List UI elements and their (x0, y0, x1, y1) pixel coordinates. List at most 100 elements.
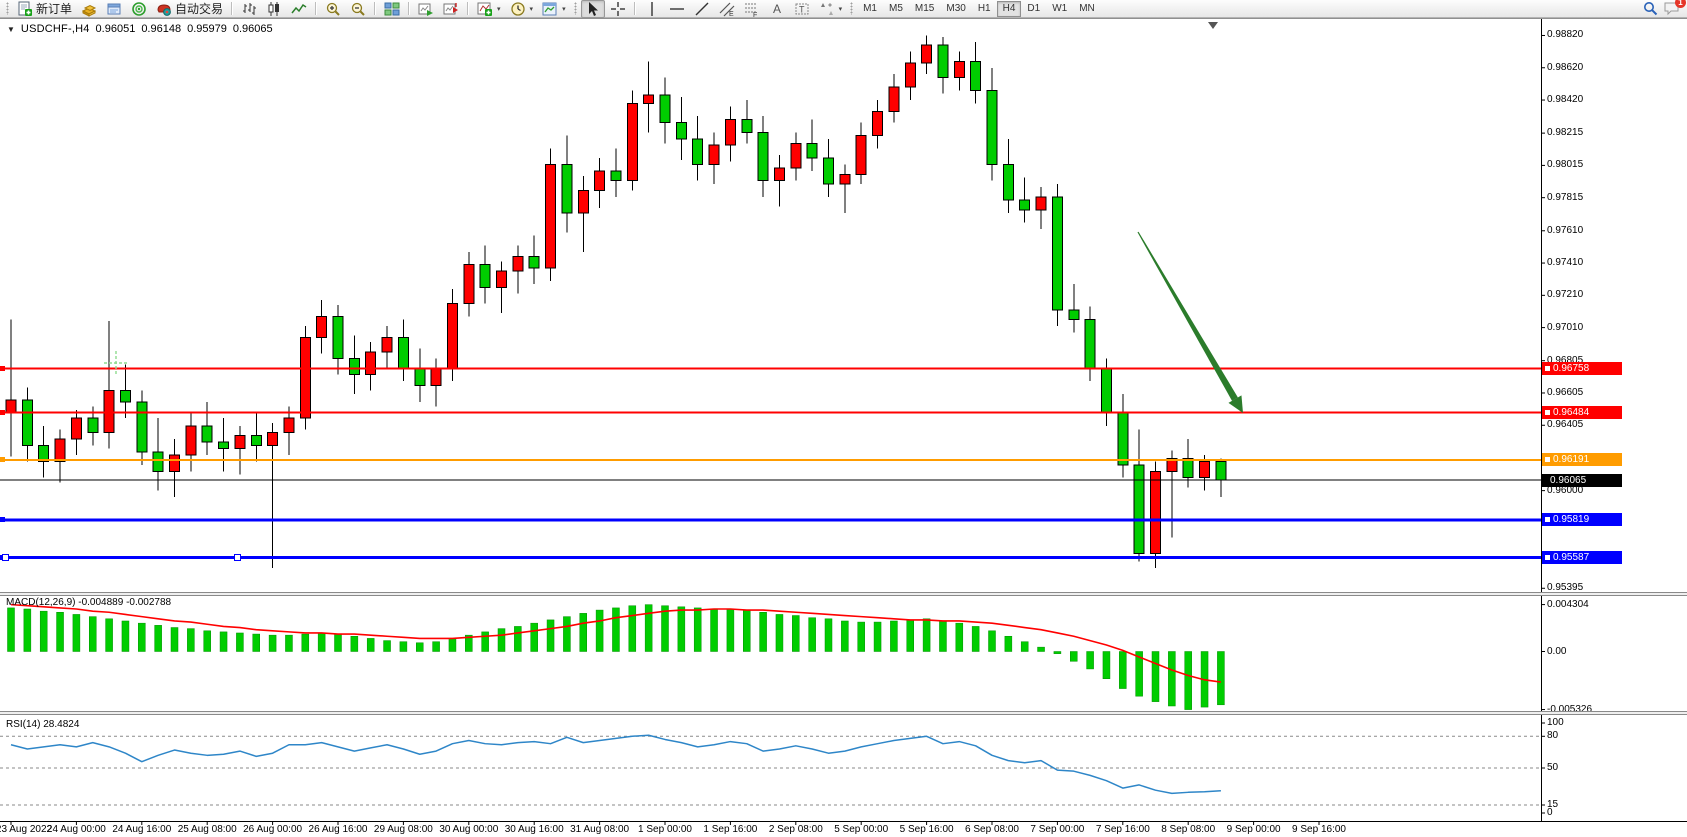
macd-histogram-bar (7, 607, 15, 652)
candle-body-up (512, 256, 524, 272)
new-order-label: 新订单 (36, 2, 73, 16)
candle-body-up (446, 302, 458, 369)
pane-splitter[interactable] (0, 711, 1687, 715)
rsi-tick-label: 80 (1547, 730, 1559, 742)
indicators-button[interactable]: ▾ (473, 0, 505, 18)
rsi-line (10, 734, 1221, 795)
candle-body-down (561, 164, 573, 214)
fibonacci-tool-button[interactable]: F (740, 0, 764, 18)
candle-body-up (5, 399, 17, 414)
candle-body-down (741, 118, 753, 133)
label-anchor-square (1545, 457, 1550, 463)
candle-body-down (757, 131, 769, 182)
zoom-out-button[interactable] (346, 0, 370, 18)
autotrading-button[interactable]: 自动交易 (152, 0, 227, 18)
line-handle[interactable] (234, 553, 241, 561)
candle-body-up (299, 336, 311, 419)
chevron-down-icon: ▾ (497, 5, 501, 13)
candle-body-down (87, 417, 99, 434)
candle-body-down (152, 451, 164, 472)
rsi-tick-label: 100 (1547, 717, 1564, 728)
macd-histogram-bar (759, 612, 767, 652)
candle-body-down (1002, 164, 1014, 201)
search-icon[interactable] (1643, 1, 1658, 16)
macd-histogram-bar (939, 620, 947, 652)
candle-body-up (545, 164, 557, 269)
timeframe-button-w1[interactable]: W1 (1052, 3, 1068, 14)
price-tick-label: 0.97210 (1547, 289, 1584, 301)
macd-histogram-bar (252, 633, 260, 652)
price-tick-label: 0.96000 (1547, 484, 1584, 496)
timeframe-button-m5[interactable]: M5 (889, 3, 903, 14)
cursor-tool-button[interactable] (580, 0, 605, 18)
macd-histogram-bar (677, 606, 686, 652)
ohlc-low: 0.95979 (187, 23, 227, 35)
macd-histogram-bar (841, 620, 849, 652)
vertical-line-tool-button[interactable] (640, 0, 664, 18)
templates-button[interactable]: ▾ (538, 0, 570, 18)
candle-body-up (54, 438, 66, 463)
crosshair-icon (610, 1, 625, 16)
autotrading-label: 自动交易 (175, 2, 224, 16)
timeframe-button-m1[interactable]: M1 (863, 3, 877, 14)
macd-histogram-bar (481, 631, 489, 652)
timeframe-button-d1[interactable]: D1 (1027, 3, 1041, 14)
pane-splitter[interactable] (0, 592, 1687, 596)
candle-body-up (872, 110, 884, 137)
candle-body-up (1199, 461, 1211, 479)
notifications-button[interactable]: 1 (1664, 0, 1686, 16)
macd-histogram-bar (628, 605, 637, 652)
price-tick-label: 0.96605 (1547, 386, 1584, 398)
rsi-tick-label: 50 (1547, 762, 1559, 773)
horizontal-line-tool-button[interactable] (665, 0, 689, 18)
chevron-down-icon: ▾ (529, 5, 534, 13)
time-tick-label: 24 Aug 16:00 (112, 824, 172, 835)
crosshair-tool-button[interactable] (606, 0, 630, 18)
chart-window (0, 18, 1687, 837)
price-line-label: 0.96484 (1542, 406, 1622, 419)
macd-histogram-bar (23, 608, 32, 652)
line-handle[interactable] (2, 553, 9, 561)
candle-body-down (806, 143, 818, 159)
bar-chart-type-button[interactable] (237, 0, 261, 18)
data-window-button[interactable] (102, 0, 126, 18)
zoom-in-button[interactable] (321, 0, 345, 18)
macd-histogram-bar (138, 622, 146, 652)
timeframe-button-h4[interactable]: H4 (996, 0, 1022, 17)
macd-histogram-bar (775, 614, 784, 652)
macd-histogram-bar (105, 618, 113, 652)
navigator-button[interactable] (127, 0, 151, 18)
candlestick-chart-type-button[interactable] (262, 0, 286, 18)
channel-tool-button[interactable]: E (715, 0, 739, 18)
text-tool-button[interactable]: A (765, 0, 789, 18)
chart-shift-button[interactable] (439, 0, 463, 18)
timeframe-button-m30[interactable]: M30 (946, 3, 966, 14)
candle-body-up (70, 417, 82, 440)
time-axis-border (0, 821, 1687, 822)
new-order-button[interactable]: 新订单 (13, 0, 76, 18)
candle-body-up (921, 44, 933, 64)
market-watch-button[interactable] (77, 0, 101, 18)
trendline-tool-button[interactable] (690, 0, 714, 18)
candle-body-down (659, 94, 671, 124)
toolbar-separator (633, 2, 636, 15)
timeframe-button-m15[interactable]: M15 (914, 3, 935, 14)
macd-histogram-bar (236, 632, 244, 652)
macd-histogram-bar (1102, 651, 1111, 679)
timeframe-button-mn[interactable]: MN (1079, 3, 1095, 14)
macd-histogram-bar (399, 641, 408, 652)
macd-histogram-bar (612, 607, 620, 652)
macd-histogram-bar (743, 609, 751, 652)
time-tick-label: 8 Sep 08:00 (1161, 824, 1216, 835)
tile-windows-button[interactable] (380, 0, 404, 18)
auto-scroll-button[interactable] (414, 0, 438, 18)
shapes-tool-button[interactable]: ▾ (815, 0, 847, 18)
svg-text:T: T (799, 4, 805, 14)
timeframe-button-h1[interactable]: H1 (977, 3, 991, 14)
line-chart-type-button[interactable] (287, 0, 311, 18)
toolbar-separator (315, 2, 318, 15)
down-arrow-annotation[interactable] (1137, 231, 1238, 401)
collapse-arrow-icon[interactable]: ▼ (7, 24, 15, 34)
text-label-tool-button[interactable]: T (790, 0, 814, 18)
periods-button[interactable]: ▾ (506, 0, 538, 18)
